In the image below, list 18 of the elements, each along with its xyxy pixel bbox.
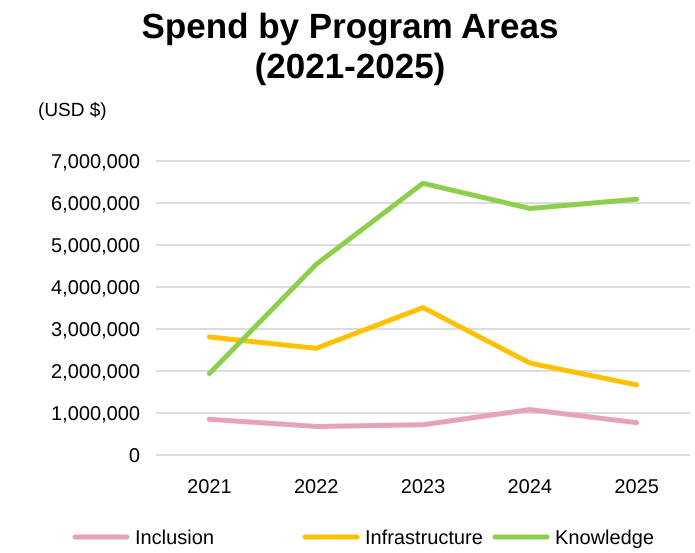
y-tick-label: 4,000,000 <box>51 277 140 299</box>
x-tick-label: 2023 <box>400 476 446 498</box>
x-tick-label: 2022 <box>294 476 338 498</box>
x-tick-label: 2025 <box>614 476 659 498</box>
y-tick-label: 5,000,000 <box>51 235 140 257</box>
x-tick-label: 2024 <box>508 476 552 498</box>
chart-title: Spend by Program Areas (2021-2025) <box>142 7 558 86</box>
y-tick-label: 2,000,000 <box>51 361 140 383</box>
y-tick-label: 7,000,000 <box>51 151 140 173</box>
legend-label: Knowledge <box>555 527 654 549</box>
legend-label: Infrastructure <box>365 527 483 549</box>
y-tick-label: 0 <box>128 445 140 467</box>
y-tick-label: 1,000,000 <box>51 403 140 425</box>
y-tick-label: 3,000,000 <box>51 319 140 341</box>
x-tick-label: 2021 <box>187 476 232 498</box>
legend-label: Inclusion <box>135 527 214 549</box>
y-axis-title: (USD $) <box>38 100 107 121</box>
y-tick-label: 6,000,000 <box>51 193 140 215</box>
